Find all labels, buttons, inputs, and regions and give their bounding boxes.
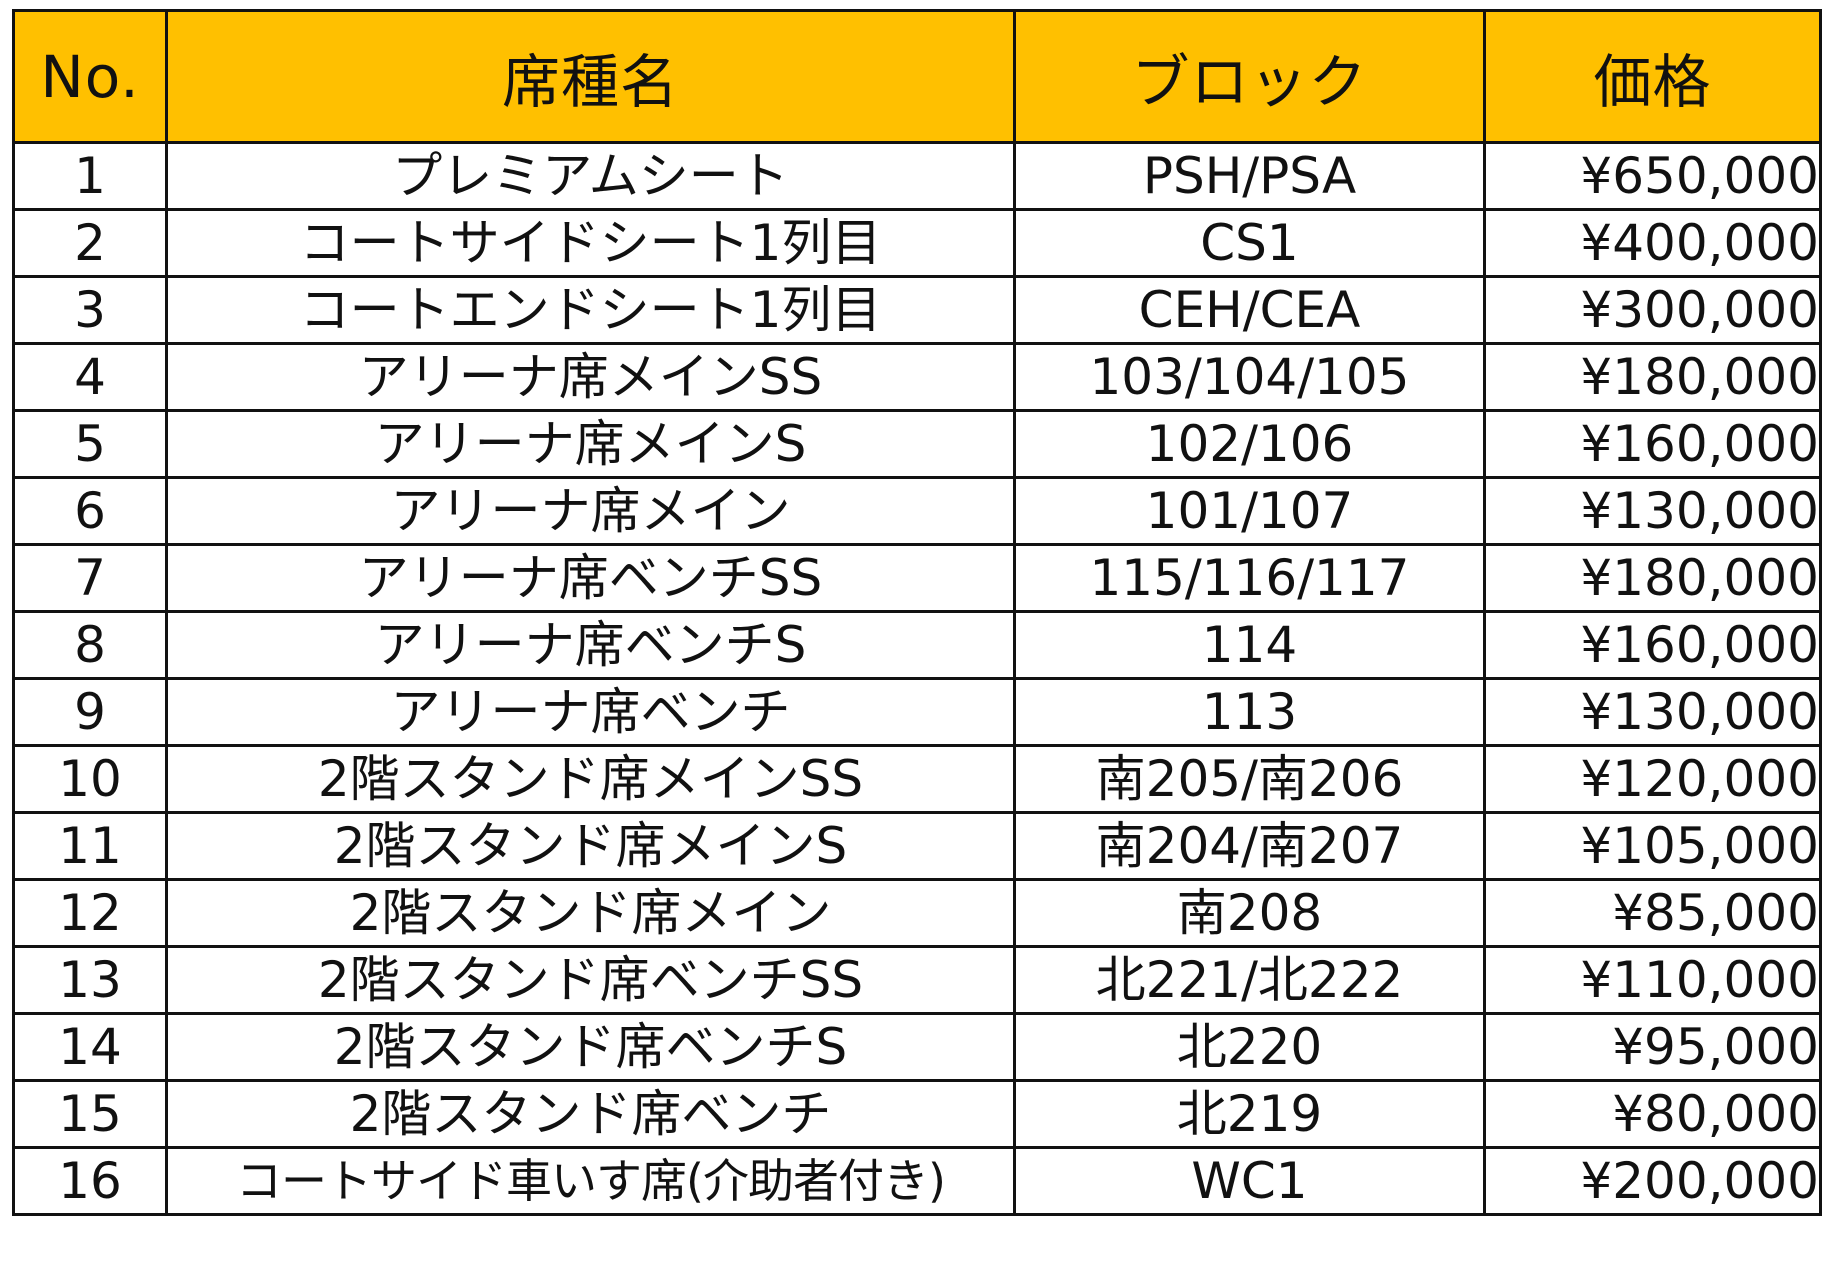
row-block: 115/116/117 (1013, 543, 1486, 613)
header-price: 価格 (1483, 9, 1822, 144)
row-seat-name: コートサイドシート1列目 (165, 208, 1016, 278)
header-no: No. (12, 9, 168, 144)
row-price: ¥130,000 (1483, 677, 1822, 747)
table-row: 9 アリーナ席ベンチ 113 ¥130,000 (12, 677, 1822, 747)
row-price: ¥95,000 (1483, 1012, 1822, 1082)
row-block: 101/107 (1013, 476, 1486, 546)
table-row: 14 2階スタンド席ベンチS 北220 ¥95,000 (12, 1012, 1822, 1082)
row-no: 8 (12, 610, 168, 680)
row-no: 4 (12, 342, 168, 412)
row-seat-name: コートエンドシート1列目 (165, 275, 1016, 345)
table-row: 15 2階スタンド席ベンチ 北219 ¥80,000 (12, 1079, 1822, 1149)
row-block: WC1 (1013, 1146, 1486, 1216)
row-seat-name: 2階スタンド席メインS (165, 811, 1016, 881)
row-no: 15 (12, 1079, 168, 1149)
table-row: 6 アリーナ席メイン 101/107 ¥130,000 (12, 476, 1822, 546)
row-block: PSH/PSA (1013, 141, 1486, 211)
row-price: ¥160,000 (1483, 610, 1822, 680)
row-price: ¥300,000 (1483, 275, 1822, 345)
table-header-row: No. 席種名 ブロック 価格 (12, 9, 1822, 144)
row-seat-name: アリーナ席ベンチSS (165, 543, 1016, 613)
table-row: 11 2階スタンド席メインS 南204/南207 ¥105,000 (12, 811, 1822, 881)
row-no: 16 (12, 1146, 168, 1216)
table-row: 8 アリーナ席ベンチS 114 ¥160,000 (12, 610, 1822, 680)
row-price: ¥85,000 (1483, 878, 1822, 948)
row-seat-name: 2階スタンド席ベンチSS (165, 945, 1016, 1015)
row-seat-name: コートサイド車いす席(介助者付き) (165, 1146, 1016, 1216)
row-block: 114 (1013, 610, 1486, 680)
row-block: CEH/CEA (1013, 275, 1486, 345)
row-no: 2 (12, 208, 168, 278)
table-row: 13 2階スタンド席ベンチSS 北221/北222 ¥110,000 (12, 945, 1822, 1015)
table-row: 16 コートサイド車いす席(介助者付き) WC1 ¥200,000 (12, 1146, 1822, 1216)
row-seat-name: アリーナ席ベンチ (165, 677, 1016, 747)
table-row: 3 コートエンドシート1列目 CEH/CEA ¥300,000 (12, 275, 1822, 345)
row-seat-name: 2階スタンド席メインSS (165, 744, 1016, 814)
row-block: CS1 (1013, 208, 1486, 278)
row-no: 14 (12, 1012, 168, 1082)
row-no: 6 (12, 476, 168, 546)
row-no: 12 (12, 878, 168, 948)
row-price: ¥80,000 (1483, 1079, 1822, 1149)
row-price: ¥130,000 (1483, 476, 1822, 546)
row-no: 7 (12, 543, 168, 613)
row-price: ¥160,000 (1483, 409, 1822, 479)
table-row: 4 アリーナ席メインSS 103/104/105 ¥180,000 (12, 342, 1822, 412)
header-block: ブロック (1013, 9, 1486, 144)
row-block: 南208 (1013, 878, 1486, 948)
row-block: 北220 (1013, 1012, 1486, 1082)
row-price: ¥200,000 (1483, 1146, 1822, 1216)
row-price: ¥180,000 (1483, 543, 1822, 613)
row-block: 103/104/105 (1013, 342, 1486, 412)
row-price: ¥650,000 (1483, 141, 1822, 211)
table-row: 10 2階スタンド席メインSS 南205/南206 ¥120,000 (12, 744, 1822, 814)
row-seat-name: 2階スタンド席ベンチ (165, 1079, 1016, 1149)
row-price: ¥180,000 (1483, 342, 1822, 412)
row-no: 10 (12, 744, 168, 814)
row-seat-name: アリーナ席メインSS (165, 342, 1016, 412)
row-seat-name: 2階スタンド席ベンチS (165, 1012, 1016, 1082)
row-seat-name: プレミアムシート (165, 141, 1016, 211)
row-price: ¥400,000 (1483, 208, 1822, 278)
row-no: 11 (12, 811, 168, 881)
table-row: 12 2階スタンド席メイン 南208 ¥85,000 (12, 878, 1822, 948)
row-block: 102/106 (1013, 409, 1486, 479)
row-price: ¥110,000 (1483, 945, 1822, 1015)
row-no: 13 (12, 945, 168, 1015)
table-row: 2 コートサイドシート1列目 CS1 ¥400,000 (12, 208, 1822, 278)
row-no: 9 (12, 677, 168, 747)
row-no: 1 (12, 141, 168, 211)
row-price: ¥120,000 (1483, 744, 1822, 814)
table-row: 7 アリーナ席ベンチSS 115/116/117 ¥180,000 (12, 543, 1822, 613)
row-no: 5 (12, 409, 168, 479)
table-row: 5 アリーナ席メインS 102/106 ¥160,000 (12, 409, 1822, 479)
header-seat-name: 席種名 (165, 9, 1016, 144)
row-seat-name: アリーナ席メイン (165, 476, 1016, 546)
seat-price-table: No. 席種名 ブロック 価格 1 プレミアムシート PSH/PSA ¥650,… (12, 9, 1822, 1216)
row-price: ¥105,000 (1483, 811, 1822, 881)
row-seat-name: アリーナ席ベンチS (165, 610, 1016, 680)
table-row: 1 プレミアムシート PSH/PSA ¥650,000 (12, 141, 1822, 211)
row-block: 北219 (1013, 1079, 1486, 1149)
row-block: 南204/南207 (1013, 811, 1486, 881)
row-block: 南205/南206 (1013, 744, 1486, 814)
row-seat-name: 2階スタンド席メイン (165, 878, 1016, 948)
row-seat-name: アリーナ席メインS (165, 409, 1016, 479)
row-block: 113 (1013, 677, 1486, 747)
row-block: 北221/北222 (1013, 945, 1486, 1015)
row-no: 3 (12, 275, 168, 345)
